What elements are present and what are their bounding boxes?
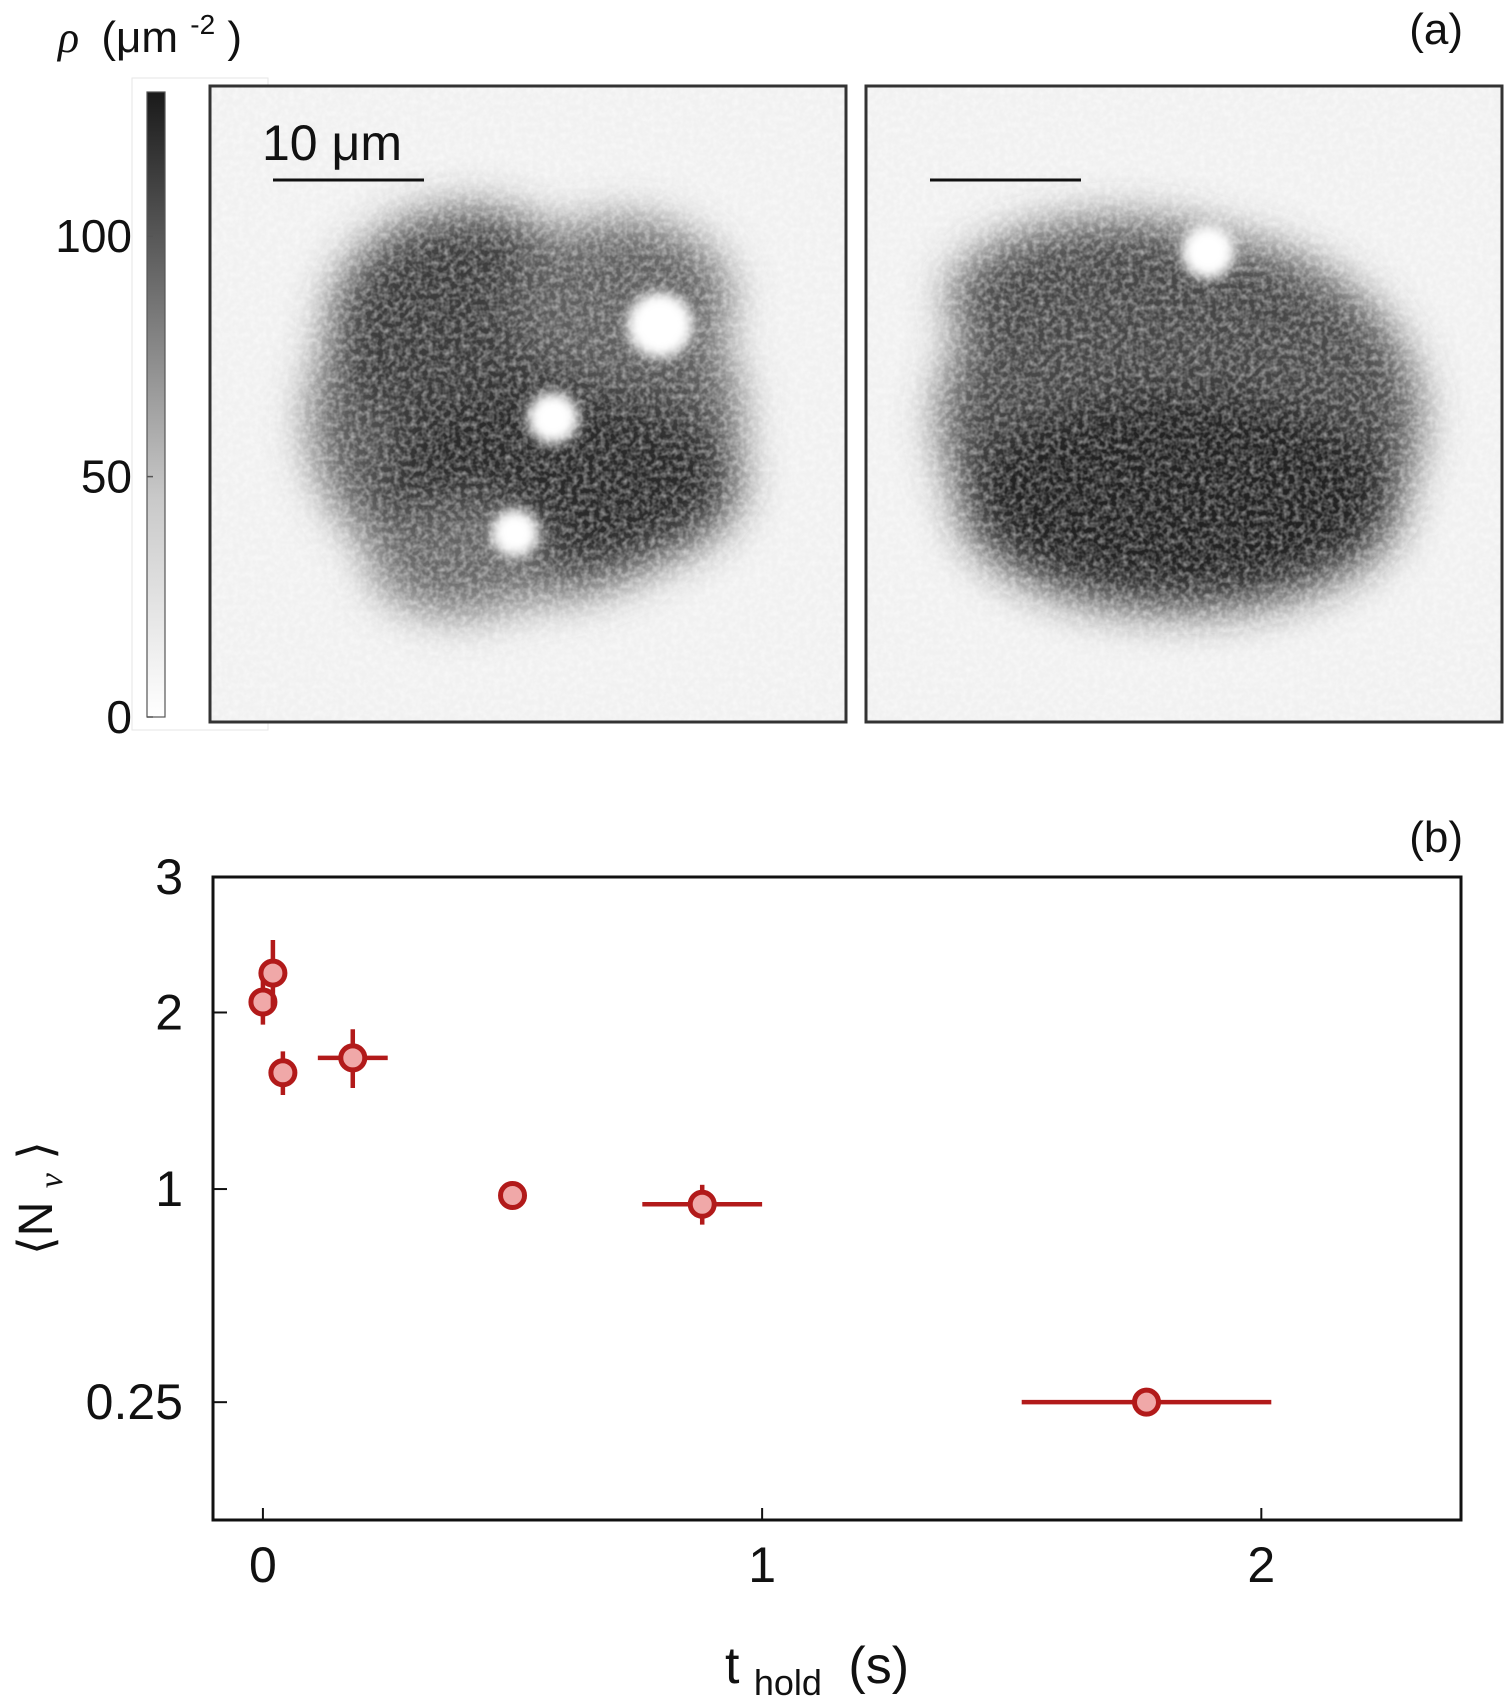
x-tick-label: 2 xyxy=(1247,1537,1275,1593)
y-tick-label: 3 xyxy=(155,849,183,905)
x-axis-label-base: t xyxy=(725,1637,740,1695)
vortex-core xyxy=(627,292,693,358)
y-axis: 0.25 1 2 3 xyxy=(86,849,227,1430)
density-image-1 xyxy=(210,86,846,722)
x-tick-label: 1 xyxy=(748,1537,776,1593)
y-axis-label: ⟨N v ⟩ xyxy=(10,1141,73,1255)
vortex-cores xyxy=(491,292,693,557)
y-axis-label-sub: v xyxy=(33,1172,70,1188)
density-image-2 xyxy=(866,86,1502,722)
vortex-core xyxy=(527,392,579,444)
data-marker xyxy=(498,1180,528,1210)
data-point xyxy=(642,1184,763,1225)
x-axis-label-sub: hold xyxy=(754,1662,822,1698)
panel-a-label: (a) xyxy=(1409,5,1463,54)
density-image-2-frame xyxy=(864,84,1504,724)
y-axis-label-close: ⟩ xyxy=(10,1141,63,1160)
y-tick-label: 0.25 xyxy=(86,1374,183,1430)
scale-bar-label: 10 μm xyxy=(262,115,402,171)
panel-b-label: (b) xyxy=(1409,813,1463,862)
plot-points xyxy=(248,939,1272,1417)
colorbar-strip xyxy=(146,91,166,718)
x-axis-label-unit: (s) xyxy=(848,1637,909,1695)
data-marker xyxy=(687,1189,717,1219)
x-axis-label: t hold (s) xyxy=(725,1637,909,1698)
data-point xyxy=(258,939,288,1008)
vortex-core xyxy=(491,509,539,557)
plot-frame xyxy=(211,875,1463,1522)
panel-b: (b) 0 1 2 0.25 1 2 3 t hold (s) ⟨N v ⟩ xyxy=(10,813,1463,1698)
colorbar-title-close: ) xyxy=(227,13,242,62)
data-point xyxy=(317,1029,388,1089)
data-marker xyxy=(1132,1387,1162,1417)
y-axis-label-open: ⟨N xyxy=(10,1202,63,1255)
vortex-core xyxy=(1181,225,1235,279)
colorbar-ticks: 0 50 100 xyxy=(55,210,153,743)
y-tick-label: 2 xyxy=(155,984,183,1040)
data-point xyxy=(1021,1387,1272,1417)
colorbar-title-exponent: -2 xyxy=(190,9,215,40)
colorbar-title: ρ (μm -2 ) xyxy=(56,0,242,62)
colorbar-title-symbol: ρ xyxy=(56,13,79,62)
data-marker xyxy=(338,1043,368,1073)
data-marker xyxy=(258,958,288,988)
x-axis: 0 1 2 xyxy=(249,1508,1275,1593)
density-image-1-frame xyxy=(208,84,848,724)
panel-a: (a) ρ (μm -2 ) 0 50 100 xyxy=(55,0,1504,743)
x-tick-label: 0 xyxy=(249,1537,277,1593)
data-marker xyxy=(268,1058,298,1088)
colorbar-tick-label: 50 xyxy=(81,451,132,503)
vortex-cores xyxy=(1181,225,1235,279)
data-point xyxy=(498,1180,528,1210)
y-tick-label: 1 xyxy=(155,1161,183,1217)
colorbar-tick-label: 100 xyxy=(55,210,132,262)
colorbar-title-unit: (μm xyxy=(101,13,178,62)
colorbar-tick-label: 0 xyxy=(106,691,132,743)
data-point xyxy=(268,1051,298,1095)
